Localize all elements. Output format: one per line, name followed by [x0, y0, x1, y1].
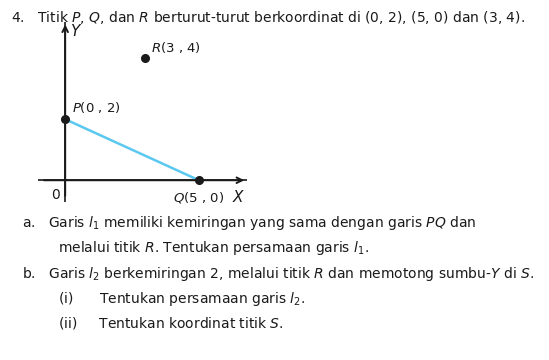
Text: $Q$(5 , 0): $Q$(5 , 0): [173, 190, 225, 205]
Text: b.   Garis $l_2$ berkemiringan 2, melalui titik $R$ dan memotong sumbu-$Y$ di $S: b. Garis $l_2$ berkemiringan 2, melalui …: [22, 265, 534, 283]
Text: melalui titik $R$. Tentukan persamaan garis $l_1$.: melalui titik $R$. Tentukan persamaan ga…: [58, 239, 368, 257]
Text: $Y$: $Y$: [70, 23, 82, 39]
Text: $P$(0 , 2): $P$(0 , 2): [72, 100, 121, 114]
Text: 0: 0: [52, 188, 60, 202]
Text: 4.   Titik $P$, $Q$, dan $R$ berturut-turut berkoordinat di (0, 2), (5, 0) dan (: 4. Titik $P$, $Q$, dan $R$ berturut-turu…: [11, 9, 525, 26]
Text: a.   Garis $l_1$ memiliki kemiringan yang sama dengan garis $PQ$ dan: a. Garis $l_1$ memiliki kemiringan yang …: [22, 214, 477, 232]
Text: $R$(3 , 4): $R$(3 , 4): [151, 40, 200, 55]
Text: $X$: $X$: [232, 189, 246, 205]
Text: (ii)     Tentukan koordinat titik $S$.: (ii) Tentukan koordinat titik $S$.: [58, 315, 283, 331]
Text: (i)      Tentukan persamaan garis $l_2$.: (i) Tentukan persamaan garis $l_2$.: [58, 290, 305, 308]
